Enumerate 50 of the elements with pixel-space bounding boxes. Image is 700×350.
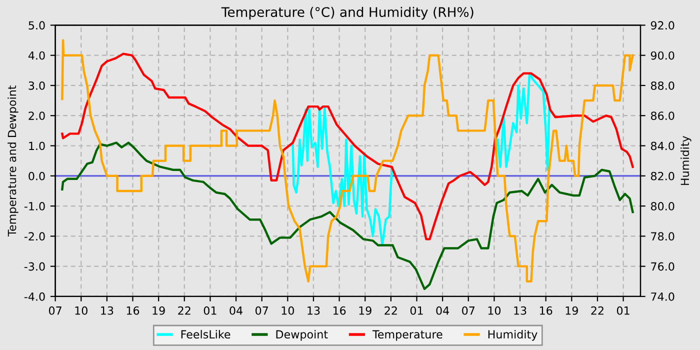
x-tick-label: 10 — [75, 306, 88, 315]
y2-tick-label: 80.0 — [650, 202, 674, 210]
y2-tick-label: 78.0 — [651, 232, 674, 241]
y2-axis-title: Humidity — [680, 136, 692, 185]
x-tick-label: 10 — [488, 306, 501, 315]
x-tick-label: 16 — [126, 306, 140, 315]
y2-tick-label: 90.0 — [650, 51, 674, 60]
y-axis-title: Temperature and Dewpoint — [8, 86, 18, 236]
legend-label: Temperature — [372, 330, 442, 341]
y-tick-label: -1.0 — [24, 202, 45, 210]
y2-tick-label: 76.0 — [651, 262, 674, 271]
y2-tick-label: 88.0 — [650, 81, 674, 90]
y-tick-label: 3.0 — [28, 81, 45, 90]
x-tick-label: 22 — [178, 306, 190, 315]
legend-label: FeelsLike — [181, 330, 230, 339]
x-tick-label: 19 — [359, 306, 372, 315]
y-tick-label: -2.0 — [24, 232, 45, 241]
x-tick-label: 19 — [152, 306, 165, 315]
x-tick-label: 07 — [256, 306, 268, 315]
x-tick-label: 04 — [230, 306, 242, 315]
y-tick-label: 2.0 — [28, 112, 45, 120]
y-tick-label: 0.0 — [28, 172, 45, 180]
x-tick-label: 13 — [514, 306, 526, 315]
y-tick-label: 4.0 — [28, 51, 45, 60]
x-tick-label: 01 — [204, 306, 216, 315]
x-tick-label: 22 — [384, 306, 397, 315]
y-tick-label: -3.0 — [24, 262, 45, 271]
x-tick-label: 10 — [282, 306, 294, 315]
y-tick-label: -4.0 — [24, 292, 45, 301]
y2-tick-label: 86.0 — [650, 112, 674, 120]
x-tick-label: 19 — [566, 306, 578, 315]
x-tick-label: 01 — [410, 306, 423, 315]
chart-title: Temperature (°C) and Humidity (RH%) — [221, 6, 474, 20]
y2-tick-label: 82.0 — [650, 172, 674, 180]
x-tick-label: 07 — [48, 306, 62, 315]
x-tick-label: 07 — [462, 306, 474, 315]
y-tick-label: 5.0 — [28, 21, 45, 30]
y2-tick-label: 92.0 — [650, 21, 674, 30]
x-tick-label: 13 — [308, 306, 320, 315]
x-tick-label: 13 — [101, 306, 114, 315]
x-tick-label: 22 — [591, 306, 604, 315]
x-tick-label: 16 — [540, 306, 552, 315]
x-tick-label: 01 — [616, 306, 630, 315]
x-tick-label: 16 — [333, 306, 346, 315]
legend-label: Humidity — [488, 330, 538, 341]
legend-label: Dewpoint — [276, 330, 328, 341]
y-tick-label: 1.0 — [29, 142, 45, 150]
x-tick-label: 04 — [436, 306, 450, 315]
y2-tick-label: 74.0 — [651, 292, 674, 301]
y2-tick-label: 84.0 — [650, 142, 674, 150]
